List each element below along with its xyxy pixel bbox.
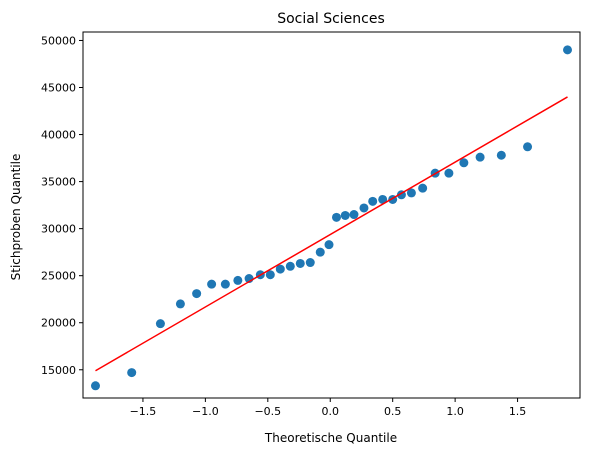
data-point [90,381,100,391]
y-tick-label: 20000 [41,317,76,330]
data-point [368,196,378,206]
x-tick-label: −0.5 [254,405,281,418]
data-point [155,319,165,329]
data-point [233,275,243,285]
data-point [406,188,416,198]
y-tick-label: 40000 [41,129,76,142]
data-point [459,158,469,168]
data-point [305,258,315,268]
data-point [331,212,341,222]
data-point [340,210,350,220]
data-point [127,368,137,378]
axis-ticks: −1.5 −1.0 −0.5 0.0 0.5 1.0 1.5 15000 20000 25000 3… [41,34,526,418]
x-axis-label: Theoretische Quantile [264,431,397,445]
data-point [563,45,573,55]
data-point [220,279,230,289]
chart-title: Social Sciences [277,11,385,27]
data-point [295,258,305,268]
plot-area [90,45,573,391]
data-point [378,194,388,204]
y-axis-label: Stichproben Quantile [9,154,23,281]
y-tick-label: 15000 [41,364,76,377]
data-point [496,150,506,160]
x-tick-label: 0.0 [322,405,340,418]
data-point [523,142,533,152]
data-point [349,210,359,220]
data-point [315,247,325,257]
data-point [265,270,275,280]
x-tick-label: 0.5 [384,405,402,418]
axes-frame [82,31,581,399]
data-point [175,299,185,309]
data-point [275,264,285,274]
data-point [475,152,485,162]
x-tick-label: 1.0 [446,405,464,418]
x-tick-label: −1.0 [192,405,219,418]
data-point [207,279,217,289]
x-tick-label: −1.5 [130,405,157,418]
x-tick-label: 1.5 [509,405,527,418]
y-tick-label: 45000 [41,82,76,95]
y-tick-label: 50000 [41,34,76,47]
data-point [324,240,334,250]
data-point [418,183,428,193]
data-point [444,168,454,178]
y-tick-label: 35000 [41,176,76,189]
y-tick-label: 30000 [41,223,76,236]
y-tick-label: 25000 [41,270,76,283]
data-point [192,289,202,299]
reference-line [95,96,568,372]
data-point [359,203,369,213]
data-point [285,261,295,271]
